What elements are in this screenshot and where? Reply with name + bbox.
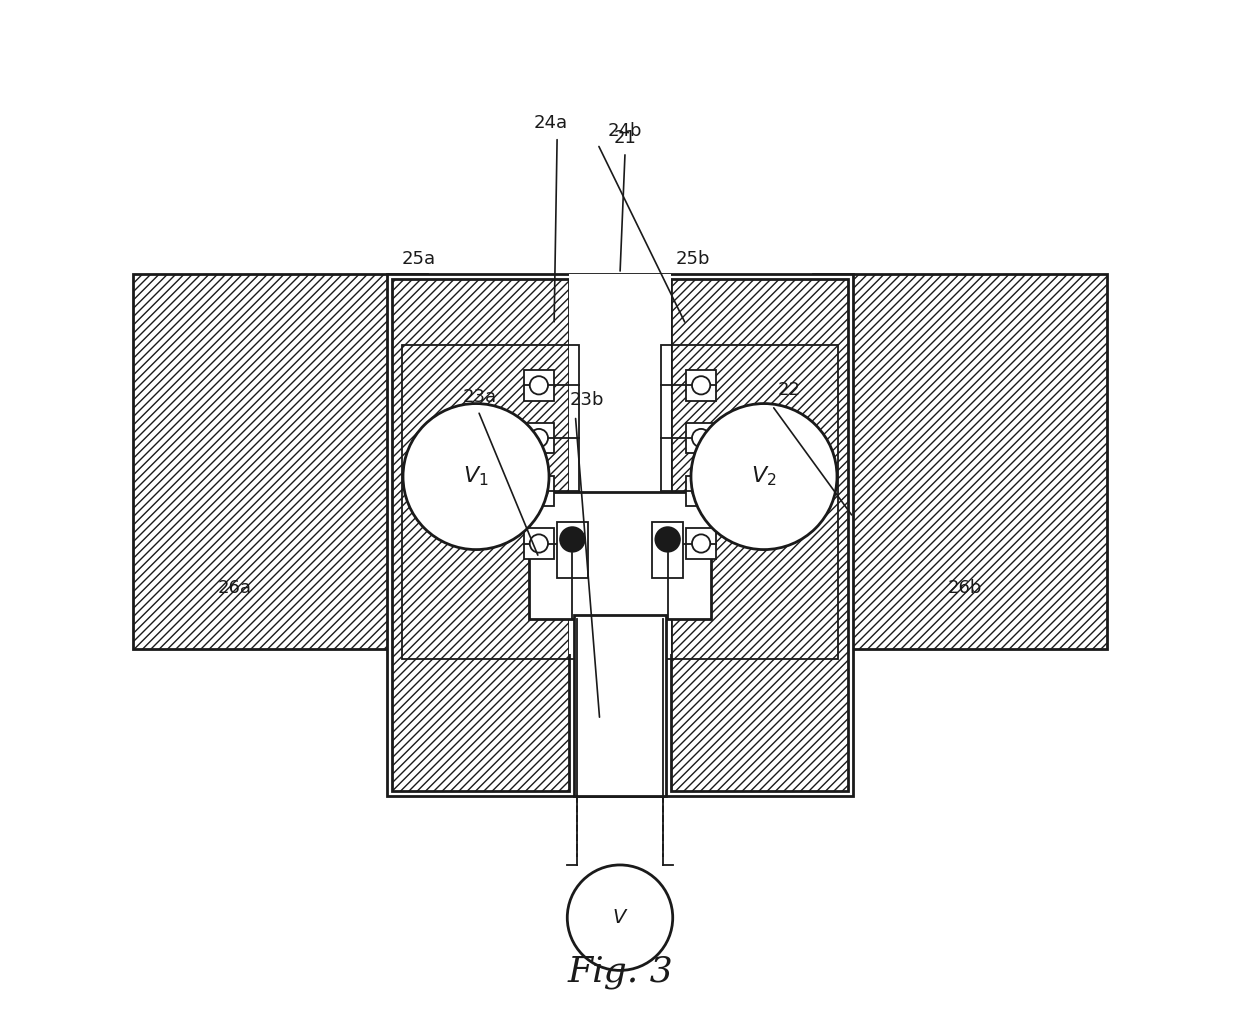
Circle shape xyxy=(692,376,711,394)
Circle shape xyxy=(529,429,548,447)
Bar xyxy=(574,615,666,796)
Bar xyxy=(523,476,554,506)
Bar xyxy=(523,423,554,453)
Text: 22: 22 xyxy=(777,380,800,399)
Bar xyxy=(133,274,428,649)
Text: $V$: $V$ xyxy=(611,909,629,927)
Bar xyxy=(528,492,712,619)
Circle shape xyxy=(529,376,548,394)
Bar xyxy=(686,528,717,559)
Bar xyxy=(686,476,717,506)
Text: 24a: 24a xyxy=(534,114,568,132)
Text: Fig. 3: Fig. 3 xyxy=(567,954,673,989)
Bar xyxy=(661,345,838,659)
Text: 26a: 26a xyxy=(218,579,252,597)
Bar xyxy=(652,522,683,578)
Text: 24b: 24b xyxy=(608,122,642,140)
Bar xyxy=(569,274,671,654)
Text: 21: 21 xyxy=(614,129,636,147)
Circle shape xyxy=(529,534,548,553)
Text: 25b: 25b xyxy=(676,249,711,268)
Bar xyxy=(686,370,717,401)
Text: 23a: 23a xyxy=(463,387,497,406)
Bar xyxy=(402,345,579,659)
Circle shape xyxy=(692,429,711,447)
Text: 23b: 23b xyxy=(569,390,604,409)
Bar xyxy=(523,528,554,559)
Circle shape xyxy=(692,482,711,500)
Circle shape xyxy=(692,534,711,553)
Circle shape xyxy=(655,526,681,553)
Text: 25a: 25a xyxy=(402,249,436,268)
Bar xyxy=(557,522,588,578)
Circle shape xyxy=(567,865,673,970)
Circle shape xyxy=(529,482,548,500)
Bar xyxy=(523,370,554,401)
Text: 26b: 26b xyxy=(947,579,982,597)
Bar xyxy=(392,279,569,791)
Bar xyxy=(686,423,717,453)
Circle shape xyxy=(403,404,549,550)
Bar xyxy=(671,279,848,791)
Circle shape xyxy=(559,526,585,553)
Text: $V_1$: $V_1$ xyxy=(464,464,489,489)
Circle shape xyxy=(691,404,837,550)
Bar xyxy=(812,274,1107,649)
Text: $V_2$: $V_2$ xyxy=(751,464,776,489)
Bar xyxy=(387,274,853,796)
